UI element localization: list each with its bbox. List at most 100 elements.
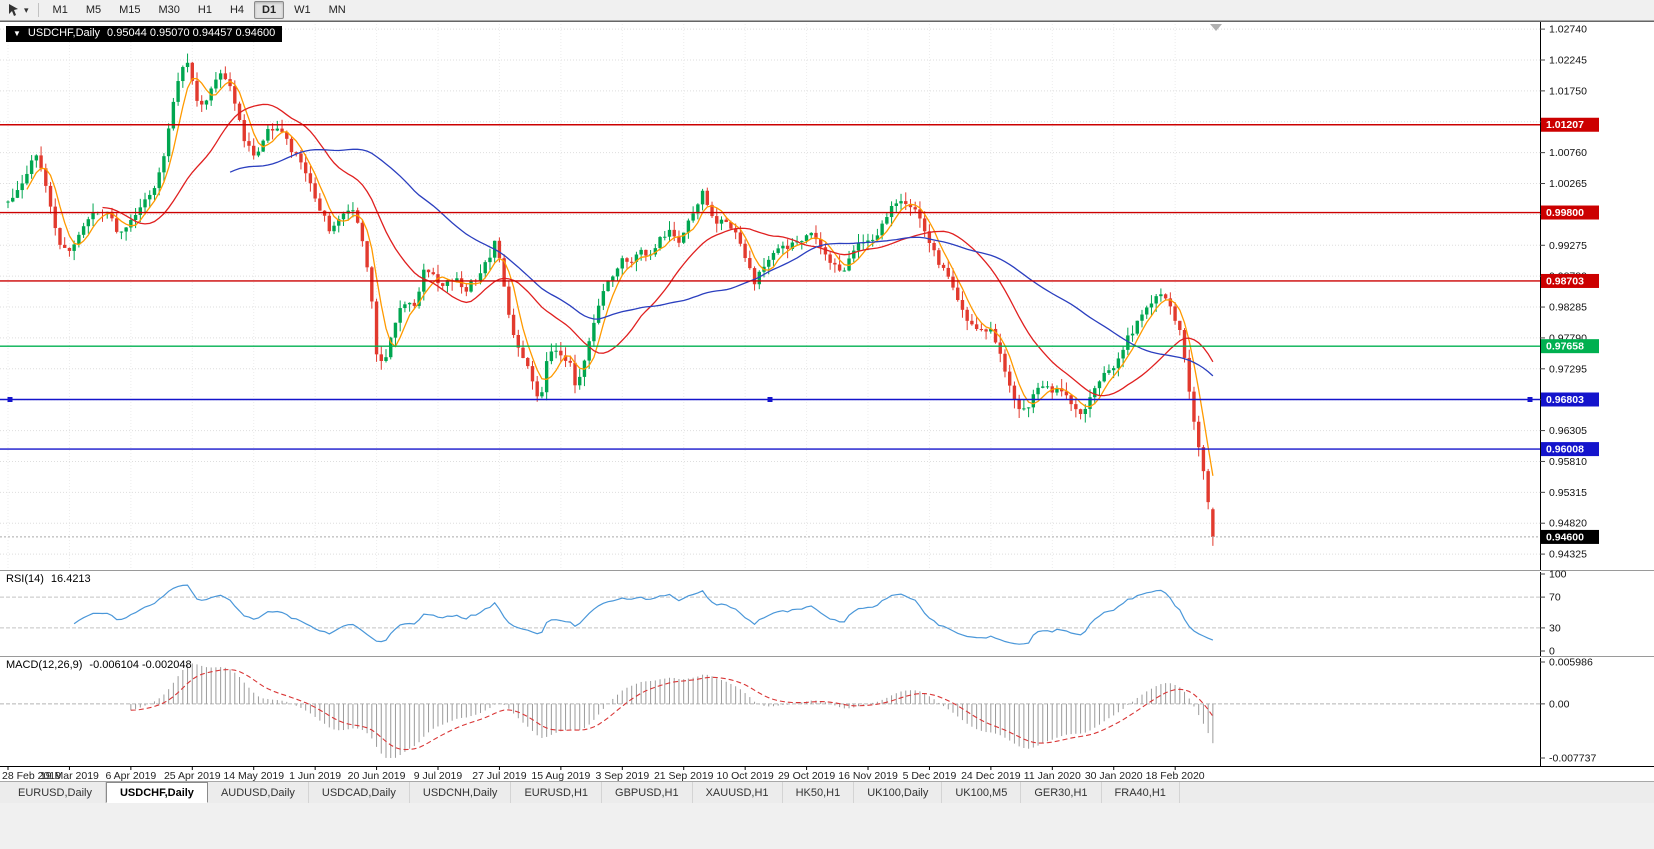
line-selection-handle[interactable] (767, 396, 773, 402)
price-tick-label: 0.97295 (1549, 363, 1587, 375)
date-tick-label: 27 Jul 2019 (472, 770, 526, 781)
chevron-down-icon[interactable]: ▾ (24, 4, 29, 15)
line-selection-handle[interactable] (7, 396, 13, 402)
price-tick-label: 1.00760 (1549, 147, 1587, 159)
price-tick-label: 0.99275 (1549, 240, 1587, 252)
date-tick-label: 10 Oct 2019 (717, 770, 774, 781)
chart-canvas[interactable]: 1.027401.022451.017501.012551.007601.002… (0, 21, 1654, 781)
cursor-icon (9, 4, 18, 16)
rsi-axis-label: 70 (1549, 592, 1561, 604)
timeframe-button-M5[interactable]: M5 (85, 4, 102, 16)
date-tick-label: 30 Jan 2020 (1085, 770, 1143, 781)
date-tick-label: 21 Sep 2019 (654, 770, 714, 781)
symbol-tab-HK50-H1[interactable]: HK50,H1 (783, 782, 855, 803)
timeframe-button-MN[interactable]: MN (328, 4, 346, 16)
svg-text:0.96008: 0.96008 (1546, 444, 1584, 456)
svg-text:0.99800: 0.99800 (1546, 207, 1584, 219)
macd-axis-label: 0.005986 (1549, 657, 1593, 669)
date-tick-label: 16 Nov 2019 (838, 770, 898, 781)
svg-text:0.97658: 0.97658 (1546, 341, 1584, 353)
macd-label: MACD(12,26,9) -0.006104 -0.002048 (6, 659, 199, 671)
timeframe-button-H1[interactable]: H1 (197, 4, 212, 16)
price-tick-label: 1.01750 (1549, 85, 1587, 97)
timeframe-button-M1[interactable]: M1 (52, 4, 68, 16)
date-tick-label: 14 May 2019 (223, 770, 284, 781)
svg-text:0.96803: 0.96803 (1546, 394, 1584, 406)
date-tick-label: 3 Sep 2019 (595, 770, 649, 781)
one-click-trading-arrow[interactable]: ▼ (13, 29, 21, 38)
date-tick-label: 1 Jun 2019 (289, 770, 341, 781)
rsi-axis-label: 0 (1549, 646, 1555, 658)
macd-values: -0.006104 -0.002048 (89, 659, 192, 671)
price-axis: 1.027401.022451.017501.012551.007601.002… (1540, 21, 1654, 766)
symbol-tab-FRA40-H1[interactable]: FRA40,H1 (1102, 782, 1180, 803)
chart-info-box: ▼ USDCHF,Daily 0.95044 0.95070 0.94457 0… (6, 26, 283, 42)
price-badge: 0.99800 (1541, 205, 1599, 220)
rsi-value: 16.4213 (50, 573, 91, 585)
chart-ohlc-values: 0.95044 0.95070 0.94457 0.94600 (107, 27, 276, 39)
symbol-tab-XAUUSD-H1[interactable]: XAUUSD,H1 (693, 782, 783, 803)
cursor-tool-icon[interactable] (4, 2, 24, 19)
svg-text:0.98703: 0.98703 (1546, 275, 1584, 287)
date-tick-label: 24 Dec 2019 (961, 770, 1021, 781)
svg-text:1.01207: 1.01207 (1546, 119, 1584, 131)
rsi-label: RSI(14) 16.4213 (6, 573, 98, 585)
date-tick-label: 28 Feb 2019 (2, 770, 61, 781)
date-tick-label: 15 Aug 2019 (531, 770, 590, 781)
price-tick-label: 0.95315 (1549, 487, 1587, 499)
price-badge: 0.94600 (1541, 529, 1599, 544)
date-tick-label: 25 Apr 2019 (164, 770, 221, 781)
timeframe-button-M15[interactable]: M15 (119, 4, 141, 16)
macd-panel: 0.005986 0.00 -0.007737 (0, 657, 1596, 765)
symbol-tab-USDCHF-Daily[interactable]: USDCHF,Daily (105, 782, 208, 803)
moving-averages (26, 77, 1214, 476)
timeframe-button-D1[interactable]: D1 (254, 1, 285, 19)
date-tick-label: 11 Jan 2020 (1024, 770, 1081, 781)
date-tick-label: 29 Oct 2019 (778, 770, 835, 781)
date-tick-label: 19 Mar 2019 (40, 770, 99, 781)
date-tick-label: 9 Jul 2019 (414, 770, 463, 781)
timeframe-buttons: M1 M5 M15 M30 H1 H4 D1 W1 MN (45, 1, 354, 19)
symbol-tab-GER30-H1[interactable]: GER30,H1 (1021, 782, 1102, 803)
chart-window[interactable]: 1.027401.022451.017501.012551.007601.002… (0, 21, 1654, 781)
rsi-axis-label: 30 (1549, 622, 1561, 634)
chart-shift-marker[interactable] (1210, 24, 1222, 31)
price-tick-label: 0.98285 (1549, 302, 1587, 314)
price-badge: 0.96803 (1541, 392, 1599, 407)
timeframe-button-H4[interactable]: H4 (229, 4, 245, 16)
price-tick-label: 1.02740 (1549, 24, 1587, 36)
price-badge: 0.98703 (1541, 273, 1599, 288)
symbol-tab-bar: EURUSD,Daily USDCHF,Daily AUDUSD,Daily USDC… (0, 781, 1654, 803)
symbol-tab-USDCAD-Daily[interactable]: USDCAD,Daily (309, 782, 410, 803)
symbol-tab-UK100-M5[interactable]: UK100,M5 (942, 782, 1022, 803)
line-selection-handle[interactable] (1527, 396, 1533, 402)
date-tick-label: 6 Apr 2019 (105, 770, 156, 781)
ma-line-5 (26, 77, 1214, 476)
macd-signal-line (130, 669, 1214, 751)
toolbar-separator (37, 3, 39, 17)
symbol-tab-AUDUSD-Daily[interactable]: AUDUSD,Daily (208, 782, 309, 803)
bottom-filler (0, 803, 1654, 849)
price-tick-label: 1.00265 (1549, 178, 1587, 190)
horizontal-lines[interactable] (0, 124, 1540, 450)
ma-line-48 (229, 148, 1214, 377)
symbol-tab-UK100-Daily[interactable]: UK100,Daily (854, 782, 943, 803)
ma-line-21 (102, 103, 1214, 397)
macd-axis-label: 0.00 (1549, 698, 1570, 710)
date-tick-label: 18 Feb 2020 (1146, 770, 1205, 781)
rsi-axis-label: 100 (1549, 569, 1567, 581)
rsi-indicator-name: RSI(14) (6, 573, 44, 585)
price-badge: 0.97658 (1541, 339, 1599, 354)
charts-toolbar: ▾ M1 M5 M15 M30 H1 H4 D1 W1 MN (0, 0, 1654, 21)
symbol-tab-GBPUSD-H1[interactable]: GBPUSD,H1 (602, 782, 693, 803)
timeframe-button-W1[interactable]: W1 (294, 4, 311, 16)
symbol-tab-USDCNH-Daily[interactable]: USDCNH,Daily (410, 782, 512, 803)
timeframe-button-M30[interactable]: M30 (158, 4, 180, 16)
price-badge: 0.96008 (1541, 442, 1599, 457)
symbol-tab-EURUSD-H1[interactable]: EURUSD,H1 (511, 782, 603, 803)
symbol-tab-EURUSD-Daily[interactable]: EURUSD,Daily (5, 782, 106, 803)
price-tick-label: 0.94820 (1549, 518, 1587, 530)
date-tick-label: 20 Jun 2019 (348, 770, 406, 781)
svg-text:0.94600: 0.94600 (1546, 531, 1584, 543)
